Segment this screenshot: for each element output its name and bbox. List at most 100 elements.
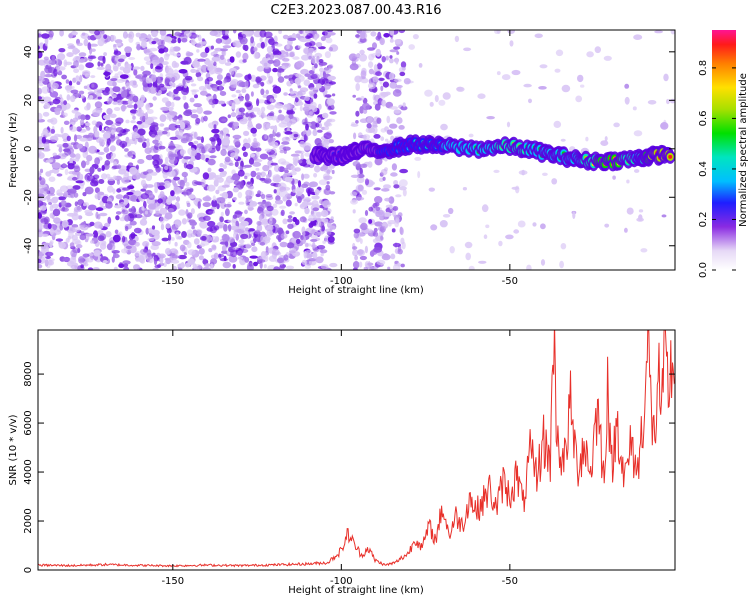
heatmap-cell [152, 267, 159, 270]
heatmap-cell [85, 233, 95, 237]
heatmap-cell [213, 61, 217, 67]
heatmap-cell [118, 58, 125, 63]
heatmap-cell [600, 140, 609, 147]
heatmap-cell [203, 215, 211, 221]
heatmap-cell [180, 262, 185, 269]
heatmap-cell [403, 78, 411, 85]
heatmap-cell [289, 211, 295, 215]
heatmap-cell [38, 146, 42, 154]
heatmap-cell [47, 119, 54, 123]
heatmap-cell [151, 40, 157, 45]
spectrogram-y-tick-label: 0 [23, 146, 34, 152]
heatmap-cell [144, 112, 148, 120]
heatmap-cell [218, 168, 224, 173]
heatmap-cell [104, 222, 111, 228]
heatmap-cell [372, 126, 378, 135]
heatmap-cell [136, 43, 141, 51]
heatmap-cell [114, 204, 122, 209]
heatmap-cell [198, 255, 204, 261]
heatmap-cell [261, 201, 270, 208]
heatmap-cell [517, 220, 526, 228]
heatmap-cell [234, 73, 243, 78]
heatmap-cell [418, 63, 423, 68]
heatmap-cell [229, 56, 235, 63]
heatmap-cell [553, 120, 562, 128]
heatmap-cell [377, 31, 382, 40]
heatmap-cell [304, 152, 311, 157]
heatmap-cell [221, 137, 231, 146]
heatmap-cell [41, 86, 50, 94]
heatmap-cell [247, 262, 254, 269]
heatmap-cell [186, 202, 191, 208]
heatmap-cell [60, 207, 69, 212]
heatmap-cell [314, 165, 321, 173]
heatmap-cell [373, 227, 378, 233]
heatmap-cell [304, 207, 310, 215]
heatmap-cell [40, 210, 47, 215]
heatmap-cell [359, 255, 367, 261]
heatmap-cell [87, 42, 92, 51]
heatmap-cell [174, 121, 180, 125]
heatmap-cell [230, 225, 240, 231]
heatmap-cell [155, 66, 163, 73]
heatmap-cell [171, 255, 181, 259]
heatmap-cell [244, 93, 250, 102]
heatmap-cell [110, 152, 117, 159]
heatmap-cell [104, 131, 112, 135]
heatmap-cell [157, 198, 163, 204]
heatmap-cell [603, 55, 612, 61]
chart-title: C2E3.2023.087.00.43.R16 [270, 3, 441, 18]
heatmap-cell [111, 129, 115, 135]
heatmap-cell [82, 134, 91, 139]
heatmap-cell [282, 34, 289, 40]
heatmap-cell [389, 38, 394, 43]
heatmap-cell [327, 235, 335, 243]
heatmap-cell [163, 262, 167, 268]
heatmap-cell [68, 32, 73, 39]
heatmap-cell [48, 202, 53, 205]
heatmap-cell [302, 47, 309, 54]
heatmap-cell [175, 231, 180, 240]
heatmap-cell [79, 74, 83, 83]
heatmap-cell [87, 35, 91, 40]
heatmap-cell [255, 193, 261, 198]
heatmap-cell [389, 81, 398, 89]
heatmap-cell [107, 185, 114, 193]
heatmap-cell [158, 253, 166, 259]
heatmap-cell [41, 33, 50, 39]
heatmap-cell [211, 199, 218, 208]
heatmap-cell [115, 211, 122, 215]
heatmap-cell [208, 172, 217, 179]
heatmap-cell [95, 207, 104, 212]
heatmap-cell [326, 222, 332, 228]
heatmap-cell [124, 63, 132, 71]
heatmap-cell [58, 134, 64, 138]
heatmap-cell [87, 204, 97, 211]
colorbar-tick-label: 0.6 [698, 110, 709, 126]
heatmap-cell [72, 117, 79, 123]
heatmap-cell [349, 63, 359, 71]
heatmap-cell [560, 138, 566, 142]
heatmap-cell [319, 67, 325, 73]
heatmap-cell [274, 199, 284, 205]
heatmap-cell [269, 53, 275, 60]
heatmap-cell [381, 56, 386, 63]
heatmap-cell [194, 264, 202, 270]
heatmap-cell [207, 158, 216, 166]
heatmap-cell [172, 82, 176, 88]
heatmap-cell [396, 51, 400, 55]
heatmap-cell [390, 253, 396, 260]
heatmap-cell [481, 204, 489, 213]
heatmap-cell [255, 167, 260, 171]
heatmap-cell [239, 180, 244, 189]
heatmap-cell [43, 56, 49, 61]
heatmap-cell [178, 209, 186, 216]
heatmap-cell [170, 101, 175, 108]
heatmap-cell [271, 141, 279, 149]
heatmap-cell [242, 52, 249, 61]
heatmap-cell [396, 117, 403, 124]
heatmap-cell [195, 71, 202, 78]
heatmap-cell [286, 122, 292, 127]
heatmap-cell [301, 259, 308, 266]
heatmap-cell [279, 265, 285, 270]
